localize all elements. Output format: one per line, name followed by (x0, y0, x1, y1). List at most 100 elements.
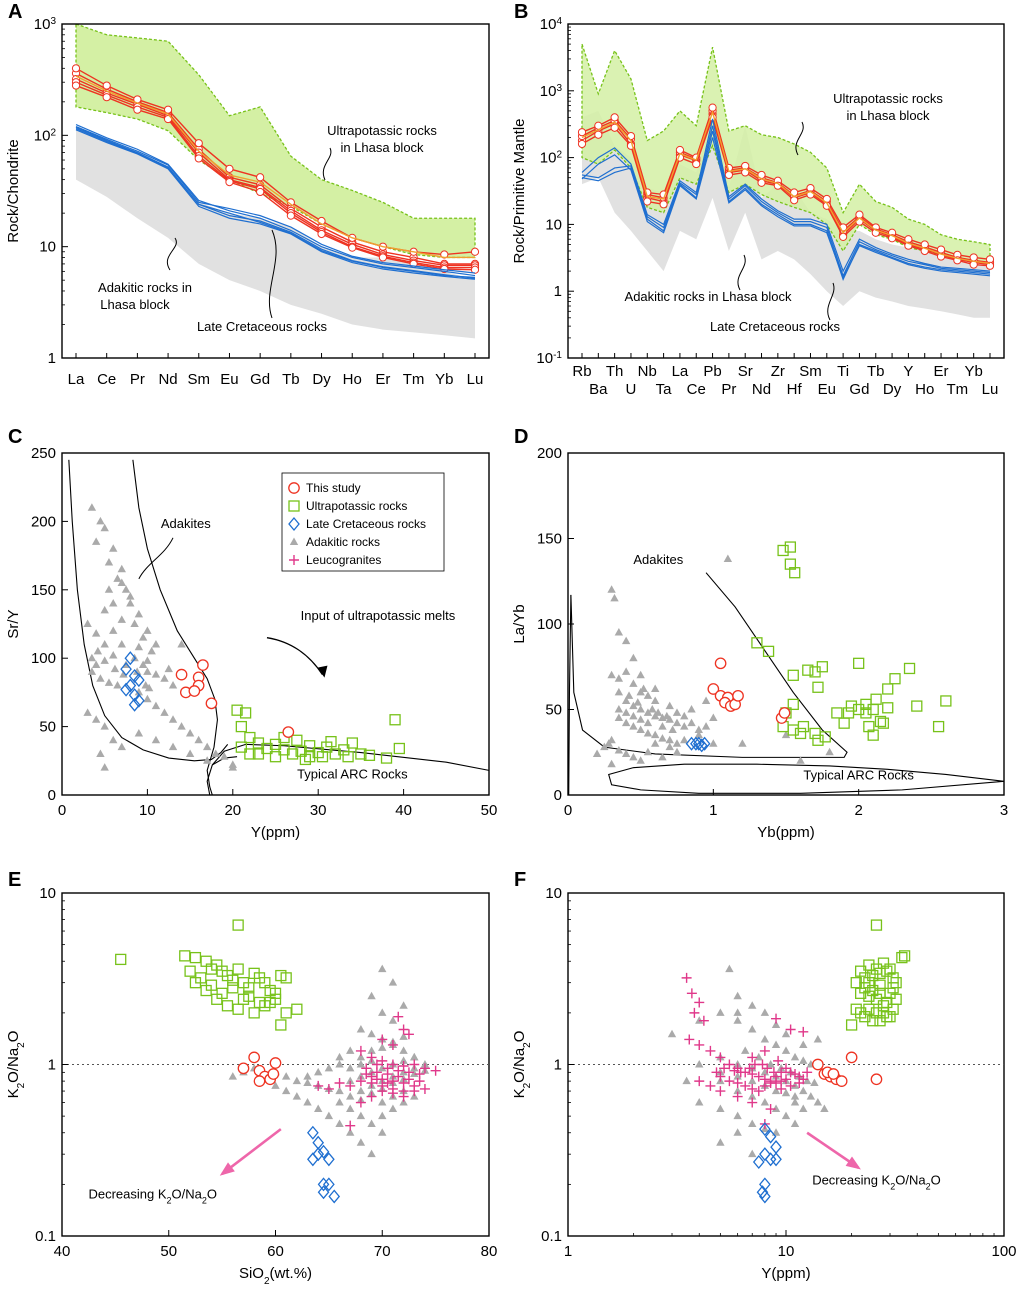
point-adakitic-C-59 (117, 615, 126, 623)
xtick-label-B-22: Er (934, 363, 949, 380)
ytick-label-C-3: 150 (31, 582, 56, 599)
point-adakitic-D-4 (607, 670, 616, 679)
point-adakitic-F-54 (799, 1040, 808, 1048)
point-adakitic-D-26 (621, 718, 631, 727)
point-adakitic-F-58 (760, 1008, 770, 1016)
series-point-A-3-5 (225, 178, 234, 187)
point-leucogranite-F-56 (776, 1083, 787, 1094)
point-adakitic-E-24 (367, 1029, 376, 1038)
series-point-A-4-6 (256, 173, 265, 182)
y-axis-label-B: Rock/Primitive Mantle (511, 118, 528, 263)
point-ultrapotassic-E-36 (259, 1000, 271, 1012)
ytick-label-D-4: 200 (537, 445, 562, 462)
point-leucogranite-E-43 (393, 1065, 404, 1076)
series-line-B-7 (581, 118, 991, 273)
xtick-label-A-7: Tb (282, 371, 300, 388)
point-leucogranite-F-36 (729, 1065, 740, 1076)
point-adakitic-C-49 (100, 763, 109, 771)
point-leucogranite-F-48 (771, 1013, 782, 1024)
ytick-label-D-0: 0 (554, 787, 562, 804)
point-ultrapotassic-D-17 (809, 727, 821, 740)
point-leucogranite-F-53 (747, 1097, 758, 1108)
point-this-study-E-7 (267, 1068, 280, 1080)
point-adakitic-D-43 (651, 684, 660, 692)
annotation-adakites-D: Adakites (633, 552, 683, 567)
point-leucogranite-E-47 (371, 1074, 382, 1085)
point-adakitic-C-61 (143, 656, 152, 664)
point-adakitic-D-76 (668, 725, 677, 734)
point-ultrapotassic-D-0 (777, 544, 789, 557)
point-adakitic-E-27 (399, 1046, 408, 1054)
point-adakitic-C-17 (147, 646, 156, 655)
point-leucogranite-F-34 (711, 1067, 722, 1078)
point-adakitic-C-62 (100, 640, 109, 648)
point-adakitic-C-46 (100, 722, 109, 730)
series-point-A-4-4 (194, 139, 203, 148)
ytick-label-C-1: 50 (39, 719, 56, 736)
point-adakitic-E-72 (399, 1032, 408, 1040)
series-point-A-3-0 (71, 81, 81, 90)
point-ultrapotassic-E-31 (205, 979, 218, 991)
boundary-adakites-outer-C (68, 459, 229, 762)
point-adakitic-F-64 (716, 1138, 725, 1146)
series-point-A-4-5 (225, 164, 234, 173)
series-line-A-2 (75, 81, 475, 269)
point-ultrapotassic-D-22 (845, 700, 858, 712)
series-line-A-7 (75, 126, 476, 279)
point-ultrapotassic-D-3 (789, 567, 801, 579)
point-adakitic-D-0 (607, 585, 616, 593)
point-adakitic-E-52 (303, 1098, 312, 1106)
point-ultrapotassic-C-24 (269, 751, 282, 763)
chart-B: 10-1 1 10 102 103 104 RbBaThUNbTaLaCePbPrSrNdZ… (511, 1, 1005, 398)
point-adakitic-E-34 (324, 1063, 334, 1072)
point-adakitic-D-37 (614, 746, 624, 754)
point-adakitic-F-10 (790, 1052, 800, 1061)
xtick-label-B-18: Tb (867, 363, 885, 380)
arrowhead-decreasing-F (845, 1156, 861, 1170)
xtick-label-B-7: Ce (687, 381, 706, 398)
point-adakitic-D-52 (658, 722, 667, 730)
ytick-label-D-2: 100 (537, 616, 562, 633)
point-adakitic-C-10 (109, 598, 118, 607)
point-leucogranite-F-12 (747, 1069, 758, 1080)
point-adakitic-D-39 (629, 752, 638, 761)
annotation-arc-C: Typical ARC Rocks (297, 767, 408, 782)
point-adakitic-D-61 (694, 730, 703, 739)
point-leucogranite-F-24 (753, 1086, 764, 1097)
point-leucogranite-E-44 (403, 1067, 414, 1078)
point-adakitic-F-49 (781, 1088, 791, 1097)
point-leucogranite-E-32 (313, 1080, 324, 1091)
xtick-label-B-11: Nd (752, 381, 771, 398)
point-ultrapotassic-F-13 (896, 951, 908, 964)
point-ultrapotassic-C-21 (380, 752, 393, 764)
point-ultrapotassic-D-35 (932, 720, 945, 733)
point-adakitic-C-55 (202, 756, 212, 764)
arrow-input-C (266, 637, 324, 675)
chart-A: 1 10 102 103 La Ce Pr Nd Sm Eu Gd Tb Dy Ho Er Tm Yb Lu Roc… (5, 1, 490, 388)
point-adakitic-D-47 (687, 705, 696, 713)
point-ultrapotassic-F-31 (877, 1007, 890, 1019)
point-adakitic-E-23 (356, 1024, 366, 1033)
xtick-label-F-2: 100 (991, 1243, 1016, 1260)
plot-frame-B (567, 23, 1005, 359)
point-adakitic-F-0 (667, 1029, 677, 1038)
point-adakitic-C-54 (185, 749, 195, 757)
xtick-label-B-12: Zr (771, 363, 785, 380)
point-leucogranite-E-2 (377, 1034, 388, 1045)
point-adakitic-F-33 (748, 1119, 757, 1127)
series-point-A-3-13 (470, 265, 480, 274)
point-ultrapotassic-D-19 (819, 731, 831, 743)
point-adakitic-D-57 (614, 705, 624, 713)
y-axis-label-A: Rock/Chondrite (5, 139, 22, 242)
leader-B-1 (795, 121, 804, 156)
point-leucogranite-F-45 (705, 1080, 716, 1091)
point-ultrapotassic-D-28 (870, 693, 882, 705)
point-adakitic-E-39 (356, 1111, 366, 1120)
point-this-study-D-0 (714, 657, 727, 670)
point-adakitic-D-56 (621, 708, 631, 716)
point-adakitic-C-53 (168, 742, 178, 751)
xtick-label-A-11: Tm (403, 371, 425, 388)
point-late-cretaceous-F-0 (759, 1122, 771, 1137)
point-adakitic-C-69 (93, 646, 103, 655)
